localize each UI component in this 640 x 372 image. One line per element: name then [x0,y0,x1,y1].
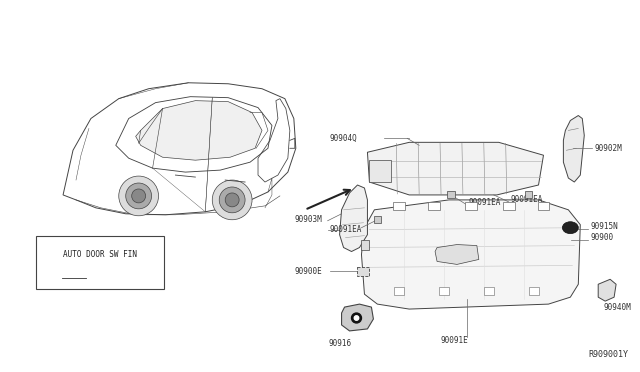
Text: 90970M: 90970M [88,273,116,282]
Circle shape [125,183,152,209]
Bar [529,287,538,295]
Circle shape [51,273,61,282]
Polygon shape [435,244,479,264]
Bar [465,202,477,210]
Circle shape [54,275,58,280]
Polygon shape [136,101,262,160]
Text: AUTO DOOR SW FIN: AUTO DOOR SW FIN [63,250,137,259]
Text: 90904Q: 90904Q [330,134,357,143]
Text: 90940M: 90940M [603,302,631,312]
Text: 90091EA: 90091EA [511,195,543,204]
Text: 90091EA: 90091EA [469,198,501,207]
Circle shape [220,187,245,213]
Circle shape [355,316,359,320]
Text: 90900: 90900 [590,233,613,242]
Bar [36,236,164,289]
Bar [428,202,440,210]
Text: 90903M: 90903M [295,215,323,224]
Text: R909001Y: R909001Y [588,350,628,359]
Text: 90091E: 90091E [440,336,468,345]
Polygon shape [367,142,543,195]
Ellipse shape [563,222,579,234]
Polygon shape [362,200,580,309]
Circle shape [132,189,146,203]
Text: 90915N: 90915N [590,222,618,231]
Text: 90916: 90916 [328,339,351,348]
Bar [439,287,449,295]
Circle shape [351,313,362,323]
Polygon shape [340,185,367,251]
Bar [394,202,405,210]
Text: 90900E: 90900E [295,267,323,276]
Circle shape [212,180,252,220]
Bar [502,202,515,210]
Circle shape [225,193,239,207]
Text: 90902M: 90902M [594,144,622,153]
Bar [362,240,369,250]
Circle shape [119,176,159,216]
Bar [369,160,391,182]
Text: 90091EA: 90091EA [330,225,362,234]
Polygon shape [598,279,616,301]
Bar [394,287,404,295]
Bar [358,267,369,276]
Polygon shape [342,304,373,331]
Bar [538,202,550,210]
Bar [484,287,493,295]
Polygon shape [563,116,584,182]
